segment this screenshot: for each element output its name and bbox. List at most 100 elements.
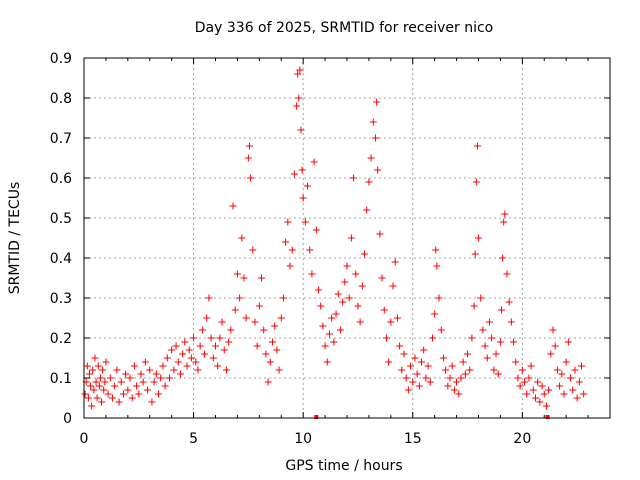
x-tick-labels: 0 5 10 15 20 [80,431,532,447]
data-point [148,398,156,406]
data-point [212,342,219,350]
data-point [531,394,539,402]
data-point [137,370,145,378]
data-point [527,362,535,370]
data-point [271,322,279,330]
axis-ticks [83,57,610,419]
data-point [85,370,93,378]
data-point [536,398,544,406]
data-point [396,342,404,350]
data-point [471,250,479,258]
data-point [431,310,439,318]
data-point [229,202,237,210]
data-point [312,226,320,234]
data-point [168,346,176,354]
data-point [111,382,119,390]
data-point [144,386,152,394]
data-point [426,378,434,386]
data-point [328,314,336,322]
data-point [170,366,178,374]
data-point [306,246,314,254]
data-point [90,386,98,394]
data-point [233,270,241,278]
x-tick-label: 15 [404,431,422,447]
data-point [553,366,561,374]
data-point [238,234,246,242]
data-point [227,326,235,334]
data-point [157,374,165,382]
y-tick-label: 0.4 [50,251,72,267]
data-point [347,234,355,242]
data-point [380,306,388,314]
zero-marker [545,415,550,419]
data-point [500,218,508,226]
data-point [124,386,132,394]
data-point [174,358,182,366]
data-point [245,142,253,150]
data-point [98,398,106,406]
data-point [435,294,443,302]
data-point [573,394,581,402]
data-point [89,366,97,374]
data-point [499,254,507,262]
data-point [218,318,226,326]
data-point [562,358,570,366]
data-point [571,366,579,374]
data-point [96,374,104,382]
zero-marker [314,415,319,419]
data-point [567,374,575,382]
data-point [295,94,303,102]
data-point [203,314,211,322]
data-point [185,346,193,354]
data-point [308,270,316,278]
data-point [315,286,323,294]
data-point [139,378,147,386]
data-point [341,278,349,286]
data-point [81,390,89,398]
data-point [578,362,586,370]
data-point [540,390,548,398]
data-point [356,318,364,326]
data-point [542,402,550,410]
data-point [371,134,379,142]
data-point [262,350,270,358]
data-point [507,318,515,326]
data-point [99,366,107,374]
data-point [521,378,529,386]
data-point [176,370,184,378]
data-point [466,366,474,374]
data-point [415,382,423,390]
data-point [428,334,436,342]
data-point [260,326,268,334]
data-point [503,270,511,278]
data-point [104,390,112,398]
data-point [336,326,344,334]
data-point [172,342,180,350]
data-point [87,382,95,390]
data-point [409,378,417,386]
data-point [459,358,467,366]
data-point [455,390,463,398]
data-point [323,358,331,366]
y-tick-label: 0.7 [50,131,72,147]
data-point [485,318,493,326]
data-point [439,354,447,362]
data-point [293,102,301,110]
data-point [225,338,233,346]
data-point [258,274,266,282]
data-point [288,246,296,254]
data-point [382,334,390,342]
x-tick-label: 10 [294,431,312,447]
data-point [393,314,401,322]
data-point [236,294,244,302]
data-point [249,246,257,254]
data-point [205,294,213,302]
data-point [450,386,458,394]
data-point [505,298,513,306]
data-point [334,290,342,298]
y-tick-label: 0.5 [50,211,72,227]
data-point [273,346,281,354]
data-point [101,378,109,386]
data-point [317,302,325,310]
data-point [325,330,333,338]
